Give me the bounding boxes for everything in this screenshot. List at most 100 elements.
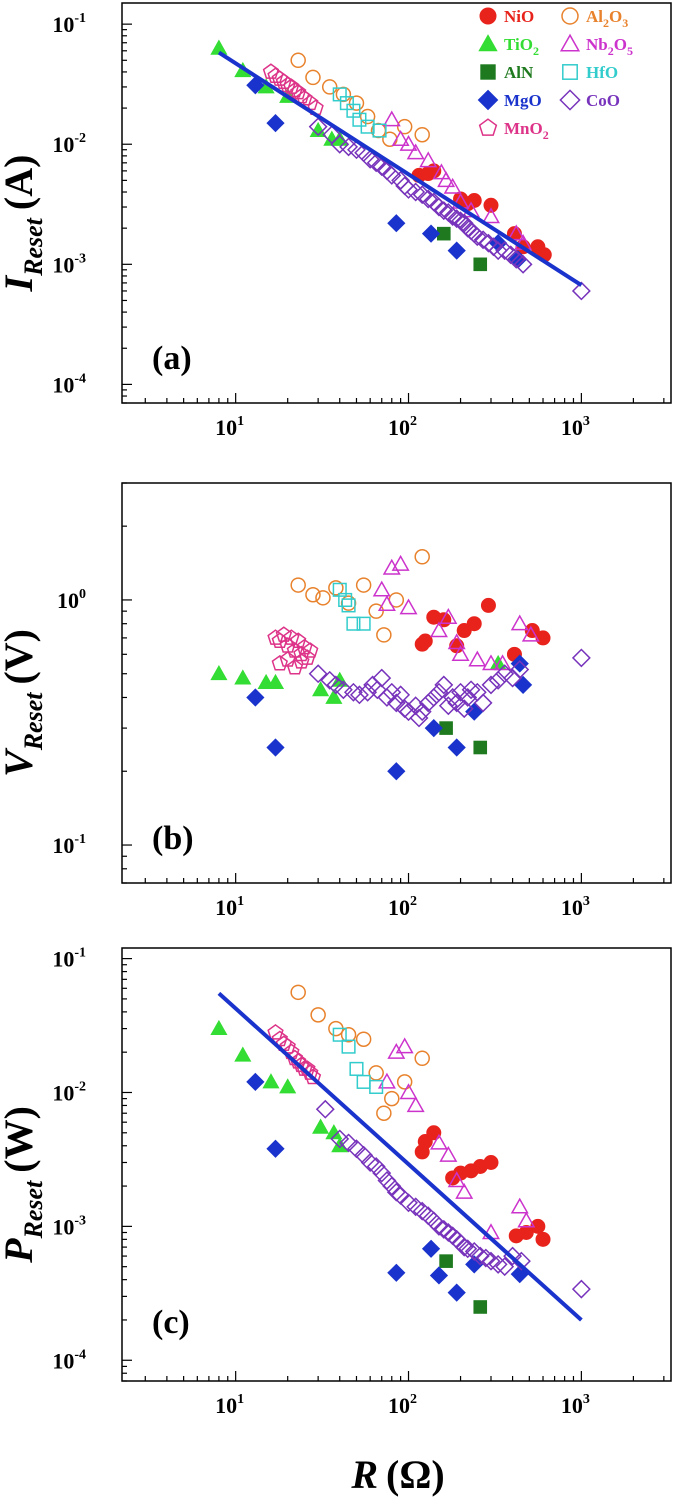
point-tio2 xyxy=(309,121,327,137)
point-coo xyxy=(429,197,449,217)
point-coo xyxy=(473,230,493,250)
point-coo xyxy=(349,685,369,705)
point-nb2o5 xyxy=(406,1096,425,1113)
legend-label: AlN xyxy=(504,63,534,82)
point-nb2o5 xyxy=(482,207,500,224)
point-nb2o5 xyxy=(391,130,410,146)
point-nb2o5 xyxy=(493,654,512,671)
point-coo xyxy=(451,682,471,702)
point-nb2o5 xyxy=(395,1037,414,1054)
point-coo xyxy=(571,648,591,668)
x-tick-label: 102 xyxy=(388,1392,417,1418)
point-nio xyxy=(483,1154,499,1170)
point-coo xyxy=(434,201,454,221)
point-hfo xyxy=(356,1074,371,1089)
nb2o5-marker-icon xyxy=(559,33,581,52)
point-al2o3 xyxy=(348,95,365,111)
point-al2o3 xyxy=(376,627,392,643)
point-coo xyxy=(458,688,478,707)
coo-marker-icon xyxy=(559,89,581,111)
point-hfo xyxy=(372,123,387,138)
point-mgo xyxy=(447,241,466,260)
point-al2o3 xyxy=(368,1065,384,1081)
point-nb2o5 xyxy=(482,654,500,671)
tio2-marker-icon xyxy=(478,34,498,52)
point-al2o3 xyxy=(414,126,430,143)
point-tio2 xyxy=(312,1118,330,1134)
point-nb2o5 xyxy=(510,614,529,631)
point-al2o3 xyxy=(396,1074,413,1090)
point-coo xyxy=(424,688,444,707)
point-al2o3 xyxy=(328,580,344,596)
point-coo xyxy=(438,696,458,716)
point-nb2o5 xyxy=(406,143,425,160)
point-nio xyxy=(483,197,499,213)
point-coo xyxy=(343,682,363,702)
point-tio2 xyxy=(325,688,343,704)
point-coo xyxy=(308,664,328,684)
point-coo xyxy=(470,1246,490,1266)
point-nio xyxy=(436,612,452,628)
x-tick-label: 102 xyxy=(388,894,417,920)
point-hfo xyxy=(341,598,356,613)
point-tio2 xyxy=(262,1073,280,1089)
point-coo xyxy=(399,180,418,199)
legend-label: CoO xyxy=(586,91,620,110)
point-mno2 xyxy=(279,651,296,667)
point-al2o3 xyxy=(384,1090,400,1107)
x-tick-label: 101 xyxy=(215,414,244,440)
point-coo xyxy=(478,233,498,253)
point-coo xyxy=(473,693,493,713)
point-aln xyxy=(439,1254,453,1268)
point-mno2 xyxy=(267,67,284,83)
point-coo xyxy=(429,1216,449,1236)
legend-item-hfo: HfO xyxy=(562,63,618,82)
point-mgo xyxy=(513,675,533,695)
point-al2o3 xyxy=(382,131,398,148)
point-coo xyxy=(372,668,392,688)
point-nb2o5 xyxy=(468,650,487,667)
point-coo xyxy=(409,708,429,728)
point-coo xyxy=(467,227,487,247)
plot-frame xyxy=(121,2,672,404)
fit-line xyxy=(217,50,583,287)
point-coo xyxy=(406,182,426,202)
point-coo xyxy=(330,1129,350,1149)
fit-line xyxy=(217,991,583,1322)
point-al2o3 xyxy=(359,108,376,125)
x-axis-label: R (Ω) xyxy=(350,1452,444,1497)
x-tick-label: 103 xyxy=(561,414,590,440)
point-hfo xyxy=(349,1061,364,1076)
point-hfo xyxy=(369,1079,384,1094)
point-al2o3 xyxy=(321,79,338,95)
y-tick-label: 10-4 xyxy=(52,371,86,397)
point-tio2 xyxy=(266,673,285,690)
legend-item-nb2o5: Nb2O5 xyxy=(559,33,633,58)
point-mgo xyxy=(421,224,441,243)
point-nb2o5 xyxy=(377,595,396,611)
point-al2o3 xyxy=(290,577,306,593)
point-nb2o5 xyxy=(429,1133,448,1150)
point-hfo xyxy=(332,87,347,102)
point-nb2o5 xyxy=(443,177,462,194)
point-al2o3 xyxy=(376,1105,392,1121)
point-nb2o5 xyxy=(455,1182,474,1199)
point-tio2 xyxy=(312,681,330,697)
point-coo xyxy=(412,702,432,722)
point-mgo xyxy=(387,762,406,781)
legend-item-al2o3: Al2O3 xyxy=(561,7,628,30)
point-coo xyxy=(495,1257,515,1277)
point-coo xyxy=(513,254,533,274)
point-nb2o5 xyxy=(451,645,470,662)
point-al2o3 xyxy=(290,984,306,1001)
point-coo xyxy=(418,693,438,713)
point-nio xyxy=(518,1225,534,1241)
markers xyxy=(210,984,591,1314)
point-coo xyxy=(454,1237,474,1257)
point-coo xyxy=(458,1239,478,1259)
point-coo xyxy=(571,1279,591,1299)
point-hfo xyxy=(332,582,347,597)
point-nb2o5 xyxy=(399,135,418,151)
point-hfo xyxy=(356,616,371,631)
point-coo xyxy=(315,1099,335,1119)
